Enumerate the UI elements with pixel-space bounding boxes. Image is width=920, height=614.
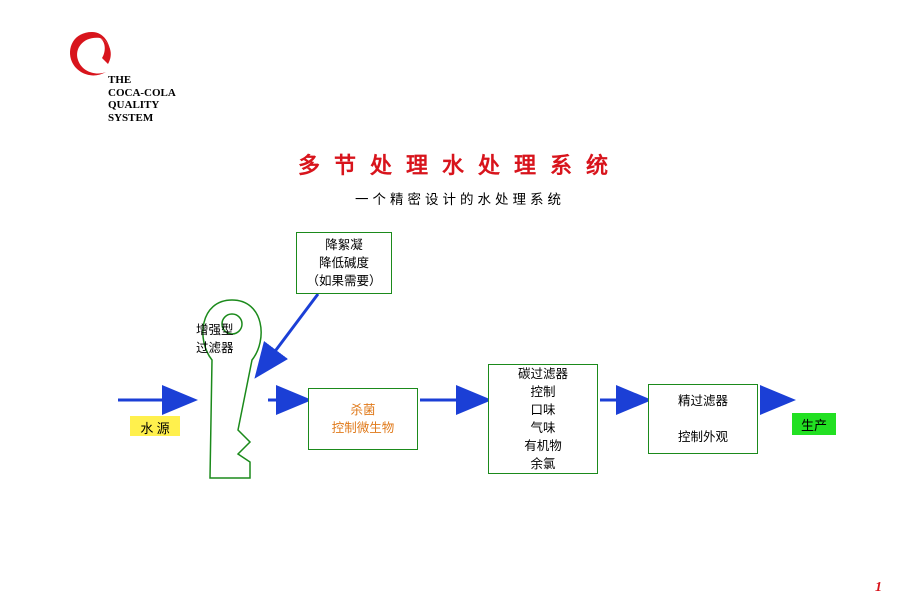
arrow-pretreatment-to-key xyxy=(258,294,318,374)
tag-output: 生产 xyxy=(792,413,836,435)
key-label: 增强型 过滤器 xyxy=(196,322,234,357)
box-fine-filter: 精过滤器 控制外观 xyxy=(648,384,758,454)
box-pretreatment: 降絮凝降低碱度（如果需要） xyxy=(296,232,392,294)
diagram-svg xyxy=(0,0,920,614)
box-carbon-filter: 碳过滤器控制口味气味有机物余氯 xyxy=(488,364,598,474)
tag-source: 水 源 xyxy=(130,416,180,436)
page-number: 1 xyxy=(875,580,882,596)
box-sterilize: 杀菌控制微生物 xyxy=(308,388,418,450)
